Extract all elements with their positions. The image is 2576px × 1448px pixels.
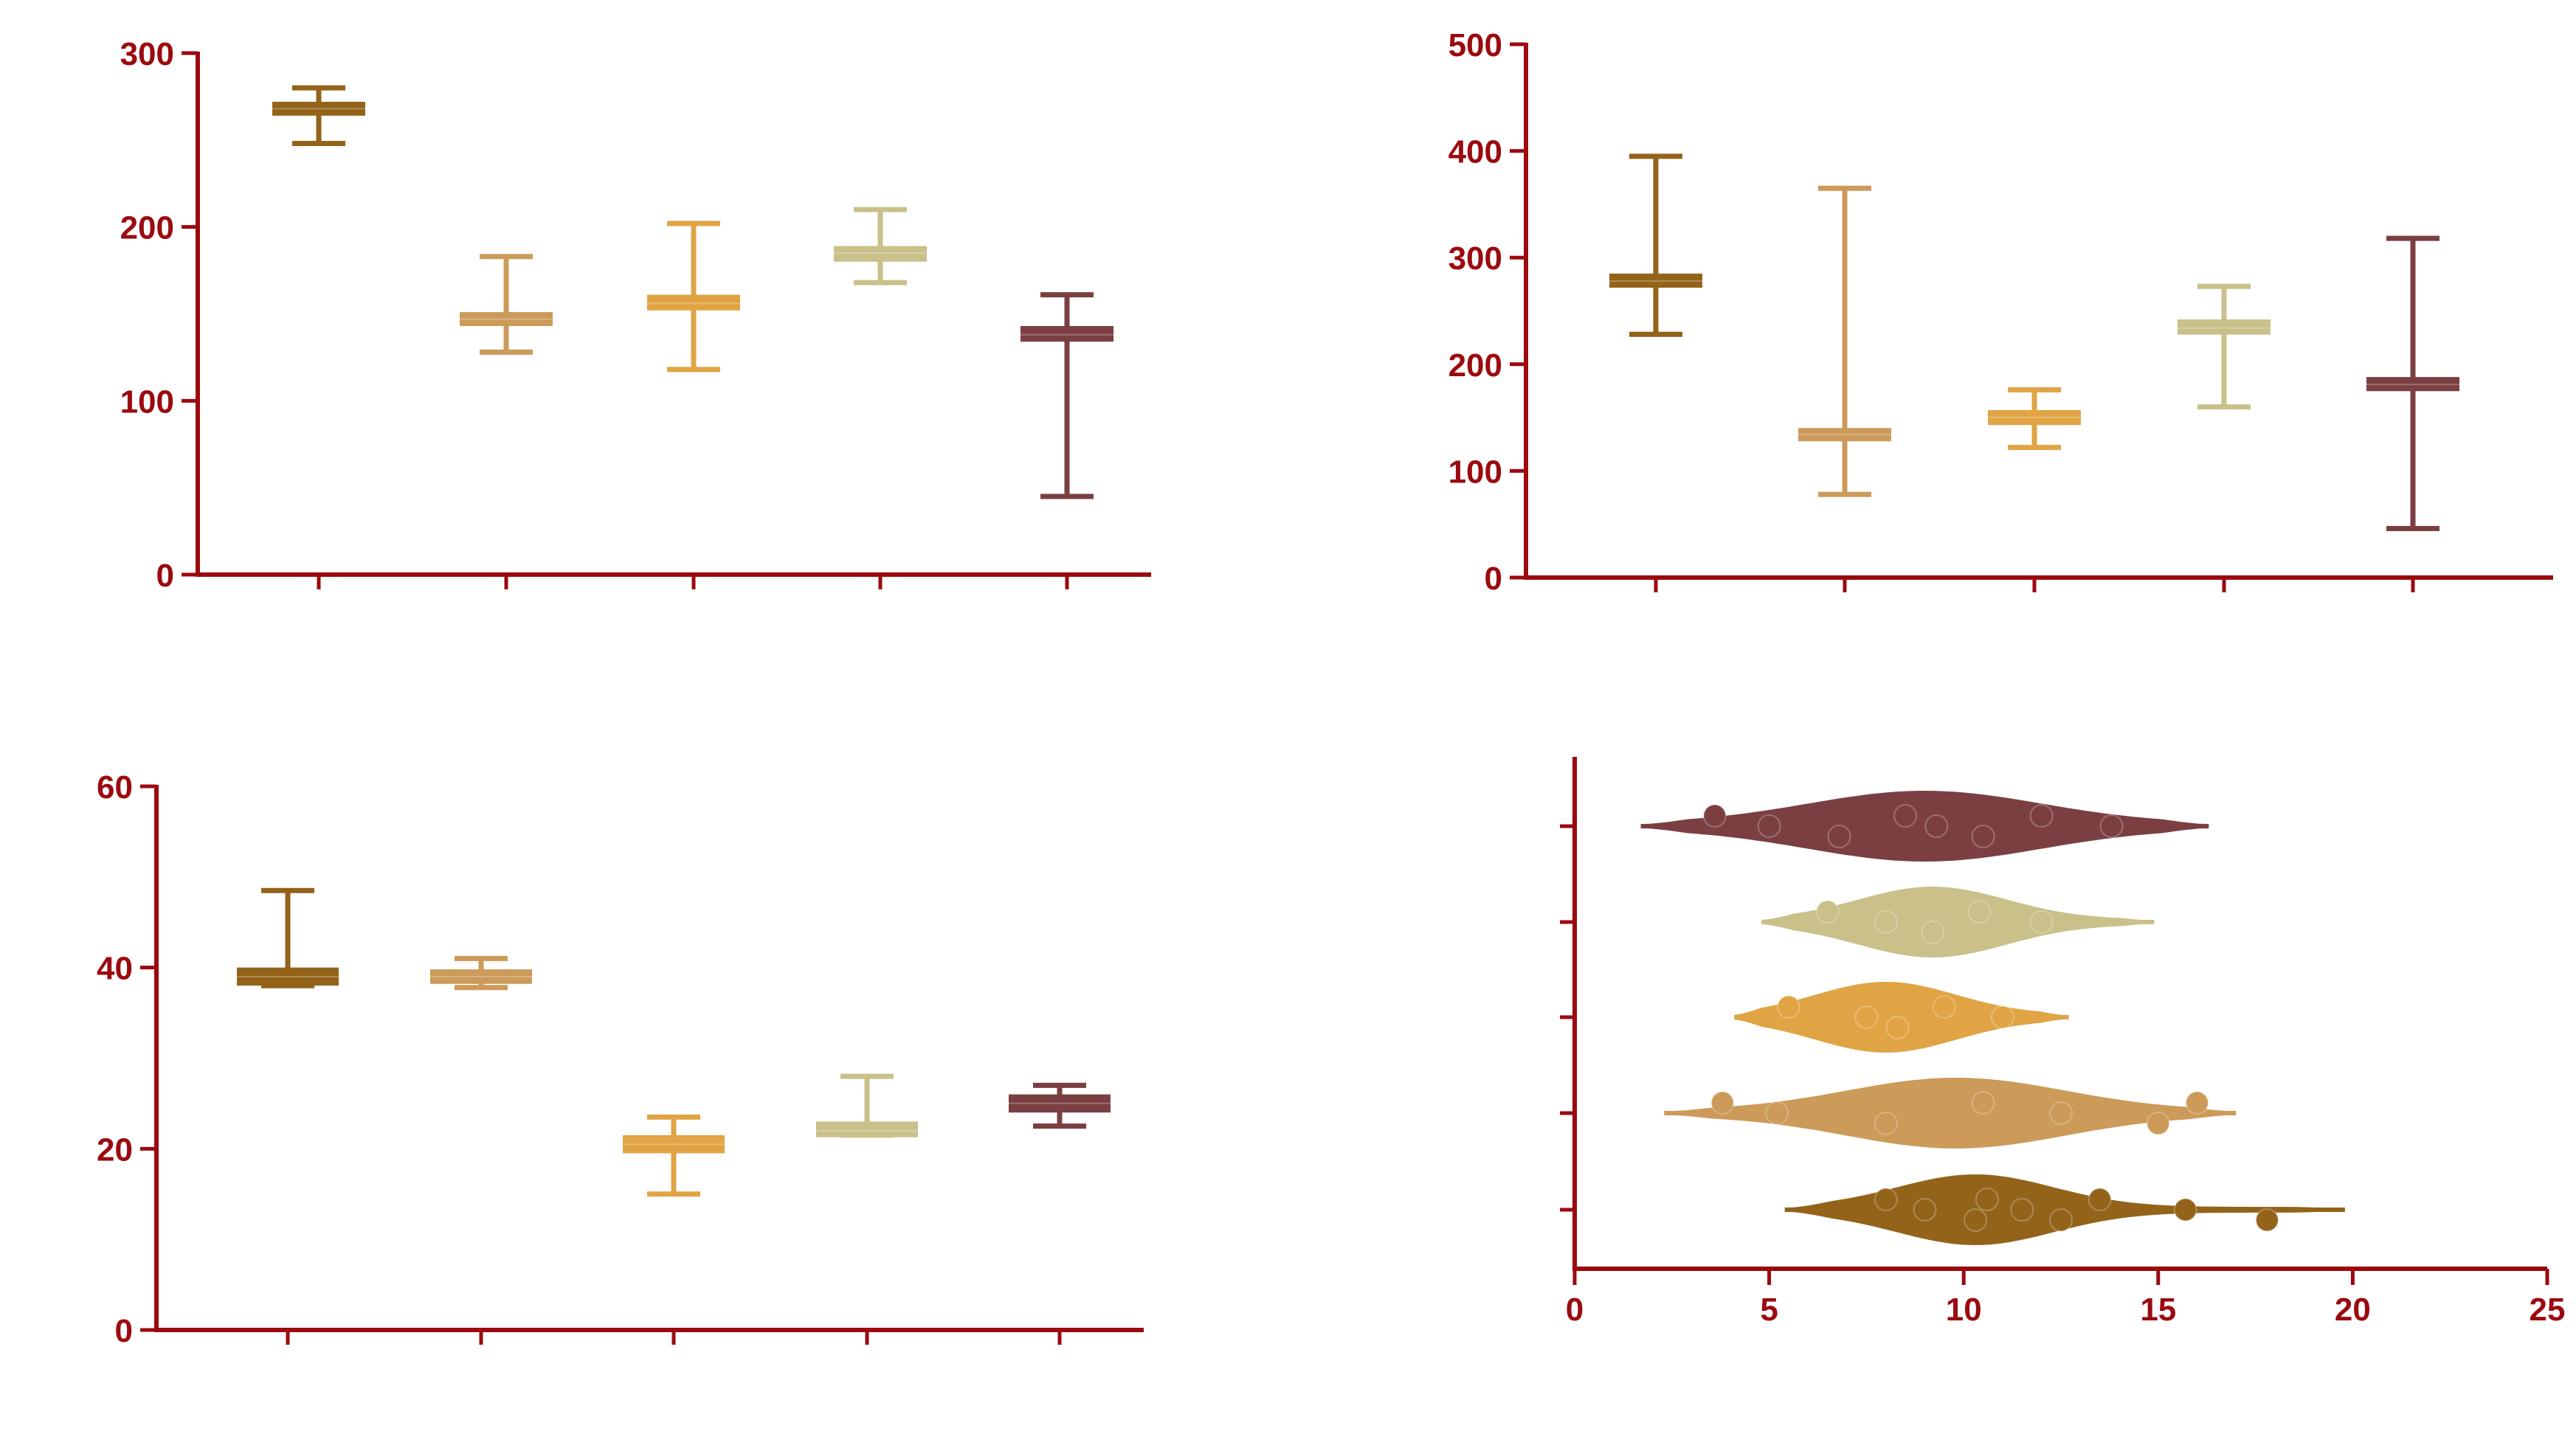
x-tick-label: 20 <box>2335 1292 2371 1328</box>
y-tick-label: 300 <box>120 36 174 72</box>
box-group-high-ph2 <box>1988 387 2081 451</box>
box-group-high-ph2 <box>623 1114 725 1197</box>
data-point <box>1964 1208 1988 1232</box>
box-iqr <box>2178 319 2271 335</box>
data-point <box>1924 814 1949 838</box>
data-point <box>1975 1188 1999 1211</box>
panel-a-fruit-number-chart: 0 100 200 300 <box>120 36 1151 594</box>
panel-d-firmness-violin-chart: 0 5 10 15 20 25 <box>1560 757 2565 1328</box>
box-iqr <box>272 101 365 116</box>
data-point <box>1854 1005 1879 1029</box>
y-tick-label: 500 <box>1448 27 1502 63</box>
box-group-high-ph1 <box>1798 185 1891 497</box>
y-tick-label: 0 <box>115 1313 133 1349</box>
box-group-high-ph4 <box>1009 1082 1111 1129</box>
violin-group-high-ph4 <box>1640 791 2209 862</box>
data-point <box>1932 995 1956 1019</box>
box-iqr <box>623 1135 725 1154</box>
data-point <box>1815 900 1840 924</box>
violin-group-high-ph3 <box>1761 887 2155 957</box>
box-iqr <box>2366 377 2459 392</box>
panel-b-fruit-weight-chart: 0 100 200 300 400 500 <box>1448 27 2553 597</box>
data-point <box>1765 1101 1789 1125</box>
data-point <box>2029 910 2054 934</box>
data-point <box>1874 910 1898 934</box>
box-group-control <box>237 887 339 988</box>
data-point <box>1893 804 1918 828</box>
box-group-high-ph3 <box>816 1073 918 1138</box>
violin-group-control <box>1784 1174 2345 1245</box>
box-iqr <box>1021 325 1113 342</box>
box-iqr <box>1609 273 1702 288</box>
x-tick-label: 10 <box>1946 1292 1982 1328</box>
data-point <box>1776 995 1800 1019</box>
data-point <box>1757 814 1781 838</box>
box-iqr <box>1798 428 1891 442</box>
x-tick-label: 0 <box>1566 1292 1584 1328</box>
x-tick-label: 5 <box>1760 1292 1778 1328</box>
y-tick-label: 400 <box>1448 134 1502 170</box>
data-point <box>1702 804 1727 828</box>
data-point <box>2029 804 2054 828</box>
box-group-high-ph1 <box>460 254 553 355</box>
y-tick-label: 0 <box>1485 561 1502 597</box>
violin-shape <box>1664 1078 2237 1149</box>
data-point <box>1971 825 1995 848</box>
data-point <box>1913 1198 1937 1222</box>
box-iqr <box>460 312 553 326</box>
data-point <box>2185 1091 2209 1115</box>
box-group-high-ph4 <box>1021 292 1113 499</box>
box-iqr <box>1988 409 2081 426</box>
box-iqr <box>816 1121 918 1137</box>
panel-c-anthocyanin-chart: 0 20 40 60 <box>97 769 1144 1349</box>
box-iqr <box>430 969 532 984</box>
y-tick-label: 200 <box>120 210 174 246</box>
data-point <box>1971 1091 1995 1115</box>
data-point <box>2255 1208 2279 1232</box>
data-point <box>1990 1005 2014 1029</box>
data-point <box>1885 1016 1910 1039</box>
violin-group-high-ph1 <box>1664 1078 2237 1149</box>
violin-shape <box>1761 887 2155 957</box>
x-tick-label: 15 <box>2140 1292 2176 1328</box>
y-tick-label: 300 <box>1448 240 1502 277</box>
data-point <box>2146 1112 2170 1135</box>
violin-group-high-ph2 <box>1734 982 2069 1053</box>
box-iqr <box>834 246 927 262</box>
box-iqr <box>237 967 339 986</box>
box-iqr <box>647 294 740 311</box>
box-group-high-ph1 <box>430 955 532 991</box>
data-point <box>2088 1188 2112 1211</box>
data-point <box>2010 1198 2034 1222</box>
box-group-high-ph3 <box>834 207 927 285</box>
y-tick-label: 40 <box>97 951 133 987</box>
y-tick-label: 0 <box>156 558 174 594</box>
y-tick-label: 60 <box>97 769 133 806</box>
x-tick-label: 25 <box>2530 1292 2566 1328</box>
data-point <box>2049 1208 2073 1232</box>
data-point <box>1710 1091 1735 1115</box>
data-point <box>2173 1198 2197 1222</box>
data-point <box>2099 814 2124 838</box>
y-tick-label: 200 <box>1448 347 1502 384</box>
box-group-high-ph2 <box>647 221 740 373</box>
data-point <box>1827 825 1851 848</box>
data-point <box>2049 1101 2073 1125</box>
y-tick-label: 100 <box>1448 454 1502 490</box>
box-group-high-ph3 <box>2178 283 2271 410</box>
box-group-control <box>1609 153 1702 337</box>
box-iqr <box>1009 1094 1111 1113</box>
data-point <box>1874 1112 1898 1135</box>
y-tick-label: 20 <box>97 1132 133 1168</box>
box-group-control <box>272 85 365 147</box>
box-group-high-ph4 <box>2366 235 2459 531</box>
violin-shape <box>1640 791 2209 862</box>
y-tick-label: 100 <box>120 384 174 420</box>
data-point <box>1967 900 1992 924</box>
data-point <box>1921 921 1945 944</box>
data-point <box>1874 1188 1898 1211</box>
